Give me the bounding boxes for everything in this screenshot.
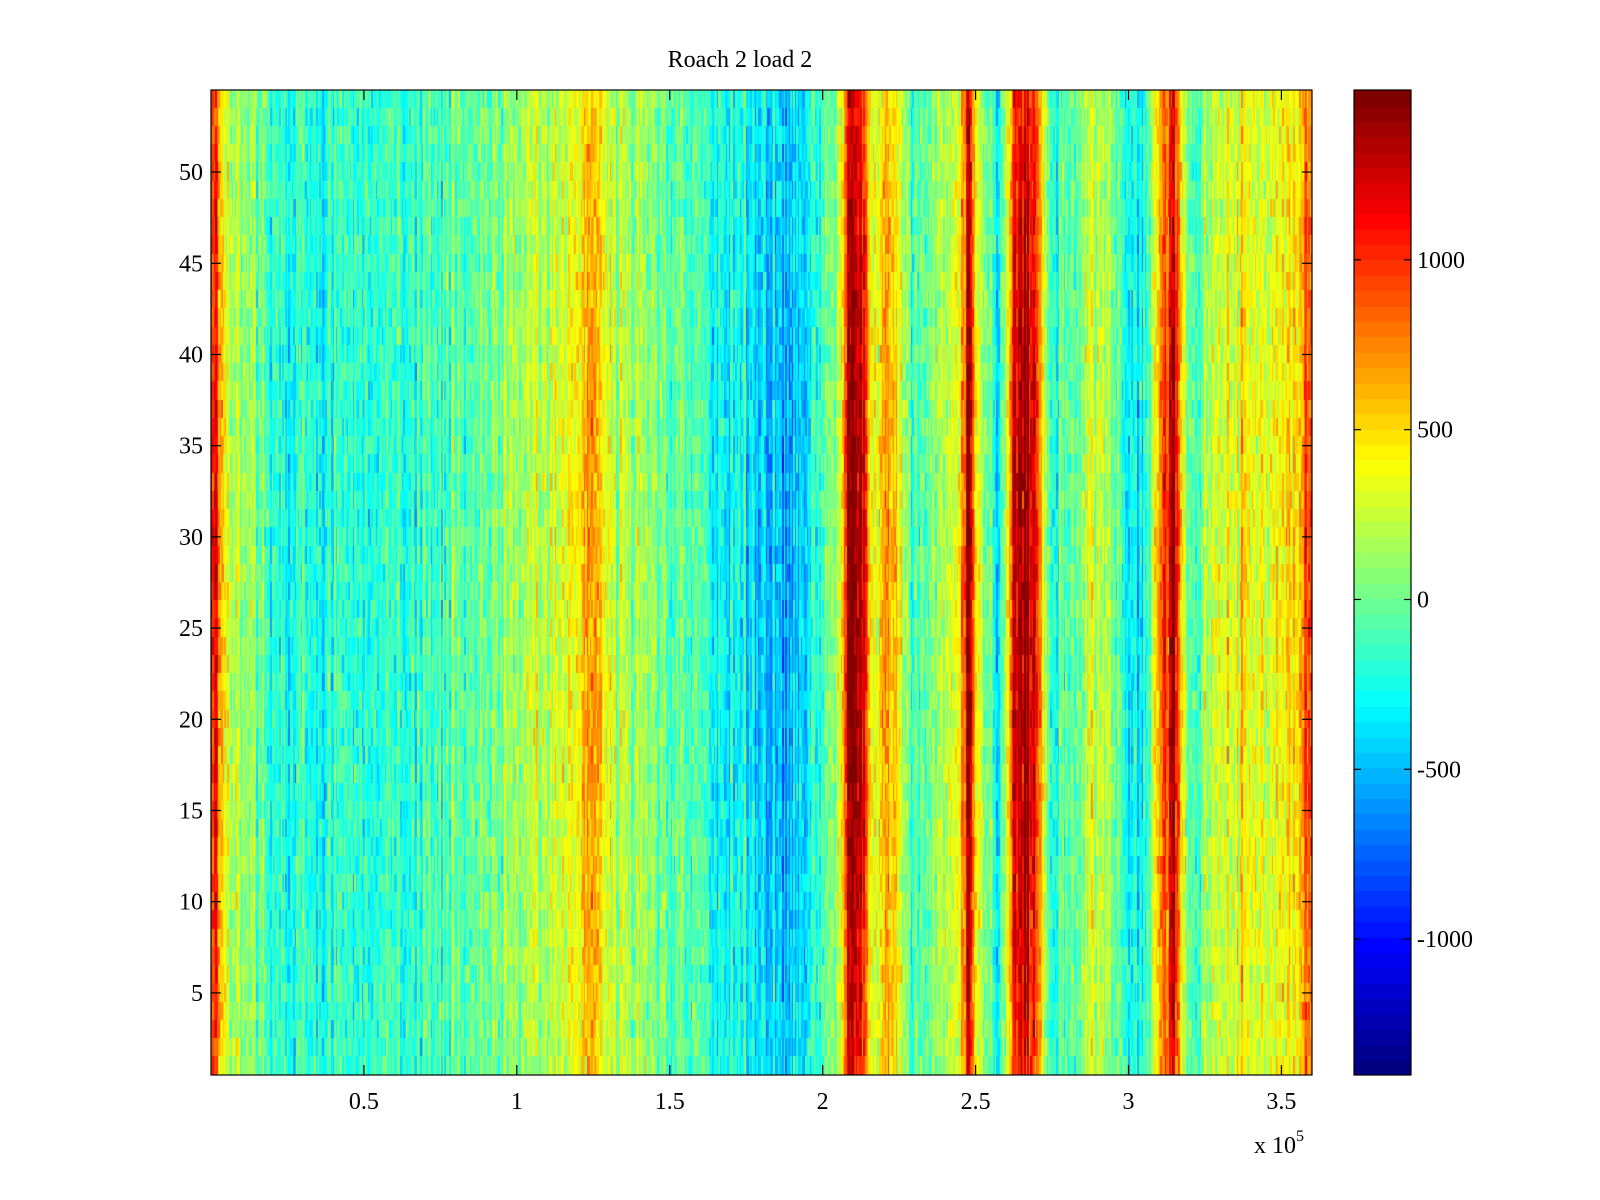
heatmap-container	[211, 90, 1312, 1075]
colorbar-tick-label: -1000	[1417, 927, 1473, 953]
x-tick-label: 3.5	[1266, 1089, 1296, 1115]
colorbar-frame	[1353, 89, 1412, 1076]
y-tick-label: 10	[179, 890, 203, 916]
colorbar-tick-label: 500	[1417, 418, 1453, 444]
x-tick-label: 2.5	[961, 1089, 991, 1115]
x-multiplier-exponent: 5	[1296, 1128, 1304, 1145]
y-tick-label: 5	[191, 981, 203, 1007]
colorbar-container	[1354, 90, 1411, 1075]
y-tick-label: 20	[179, 707, 203, 733]
y-tick-label: 30	[179, 525, 203, 551]
x-tick-label: 2	[817, 1089, 829, 1115]
y-tick-label: 50	[179, 160, 203, 186]
plot-frame	[210, 89, 1313, 1076]
colorbar-image	[1354, 90, 1411, 1075]
colorbar-tick-label: 1000	[1417, 248, 1465, 274]
colorbar-axis: -1000 -500 0 500 1000	[1354, 248, 1473, 953]
colorbar-tick-label: 0	[1417, 587, 1429, 613]
y-tick-label: 35	[179, 434, 203, 460]
chart-title: Roach 2 load 2	[668, 47, 813, 73]
x-tick-label: 1.5	[655, 1089, 685, 1115]
y-tick-label: 25	[179, 616, 203, 642]
y-tick-label: 40	[179, 342, 203, 368]
x-tick-label: 0.5	[349, 1089, 379, 1115]
colorbar-tick-label: -500	[1417, 757, 1461, 783]
x-axis-multiplier: x 105	[1254, 1128, 1304, 1159]
y-tick-label: 15	[179, 799, 203, 825]
x-multiplier-base: x 10	[1254, 1133, 1296, 1159]
x-axis: 0.5 1 1.5 2 2.5 3 3.5	[349, 90, 1296, 1115]
x-tick-label: 3	[1123, 1089, 1135, 1115]
x-tick-label: 1	[511, 1089, 523, 1115]
heatmap-image	[211, 90, 1312, 1075]
y-axis: 5 10 15 20 25 30 35 40 45 50	[179, 160, 1312, 1007]
y-tick-label: 45	[179, 251, 203, 277]
